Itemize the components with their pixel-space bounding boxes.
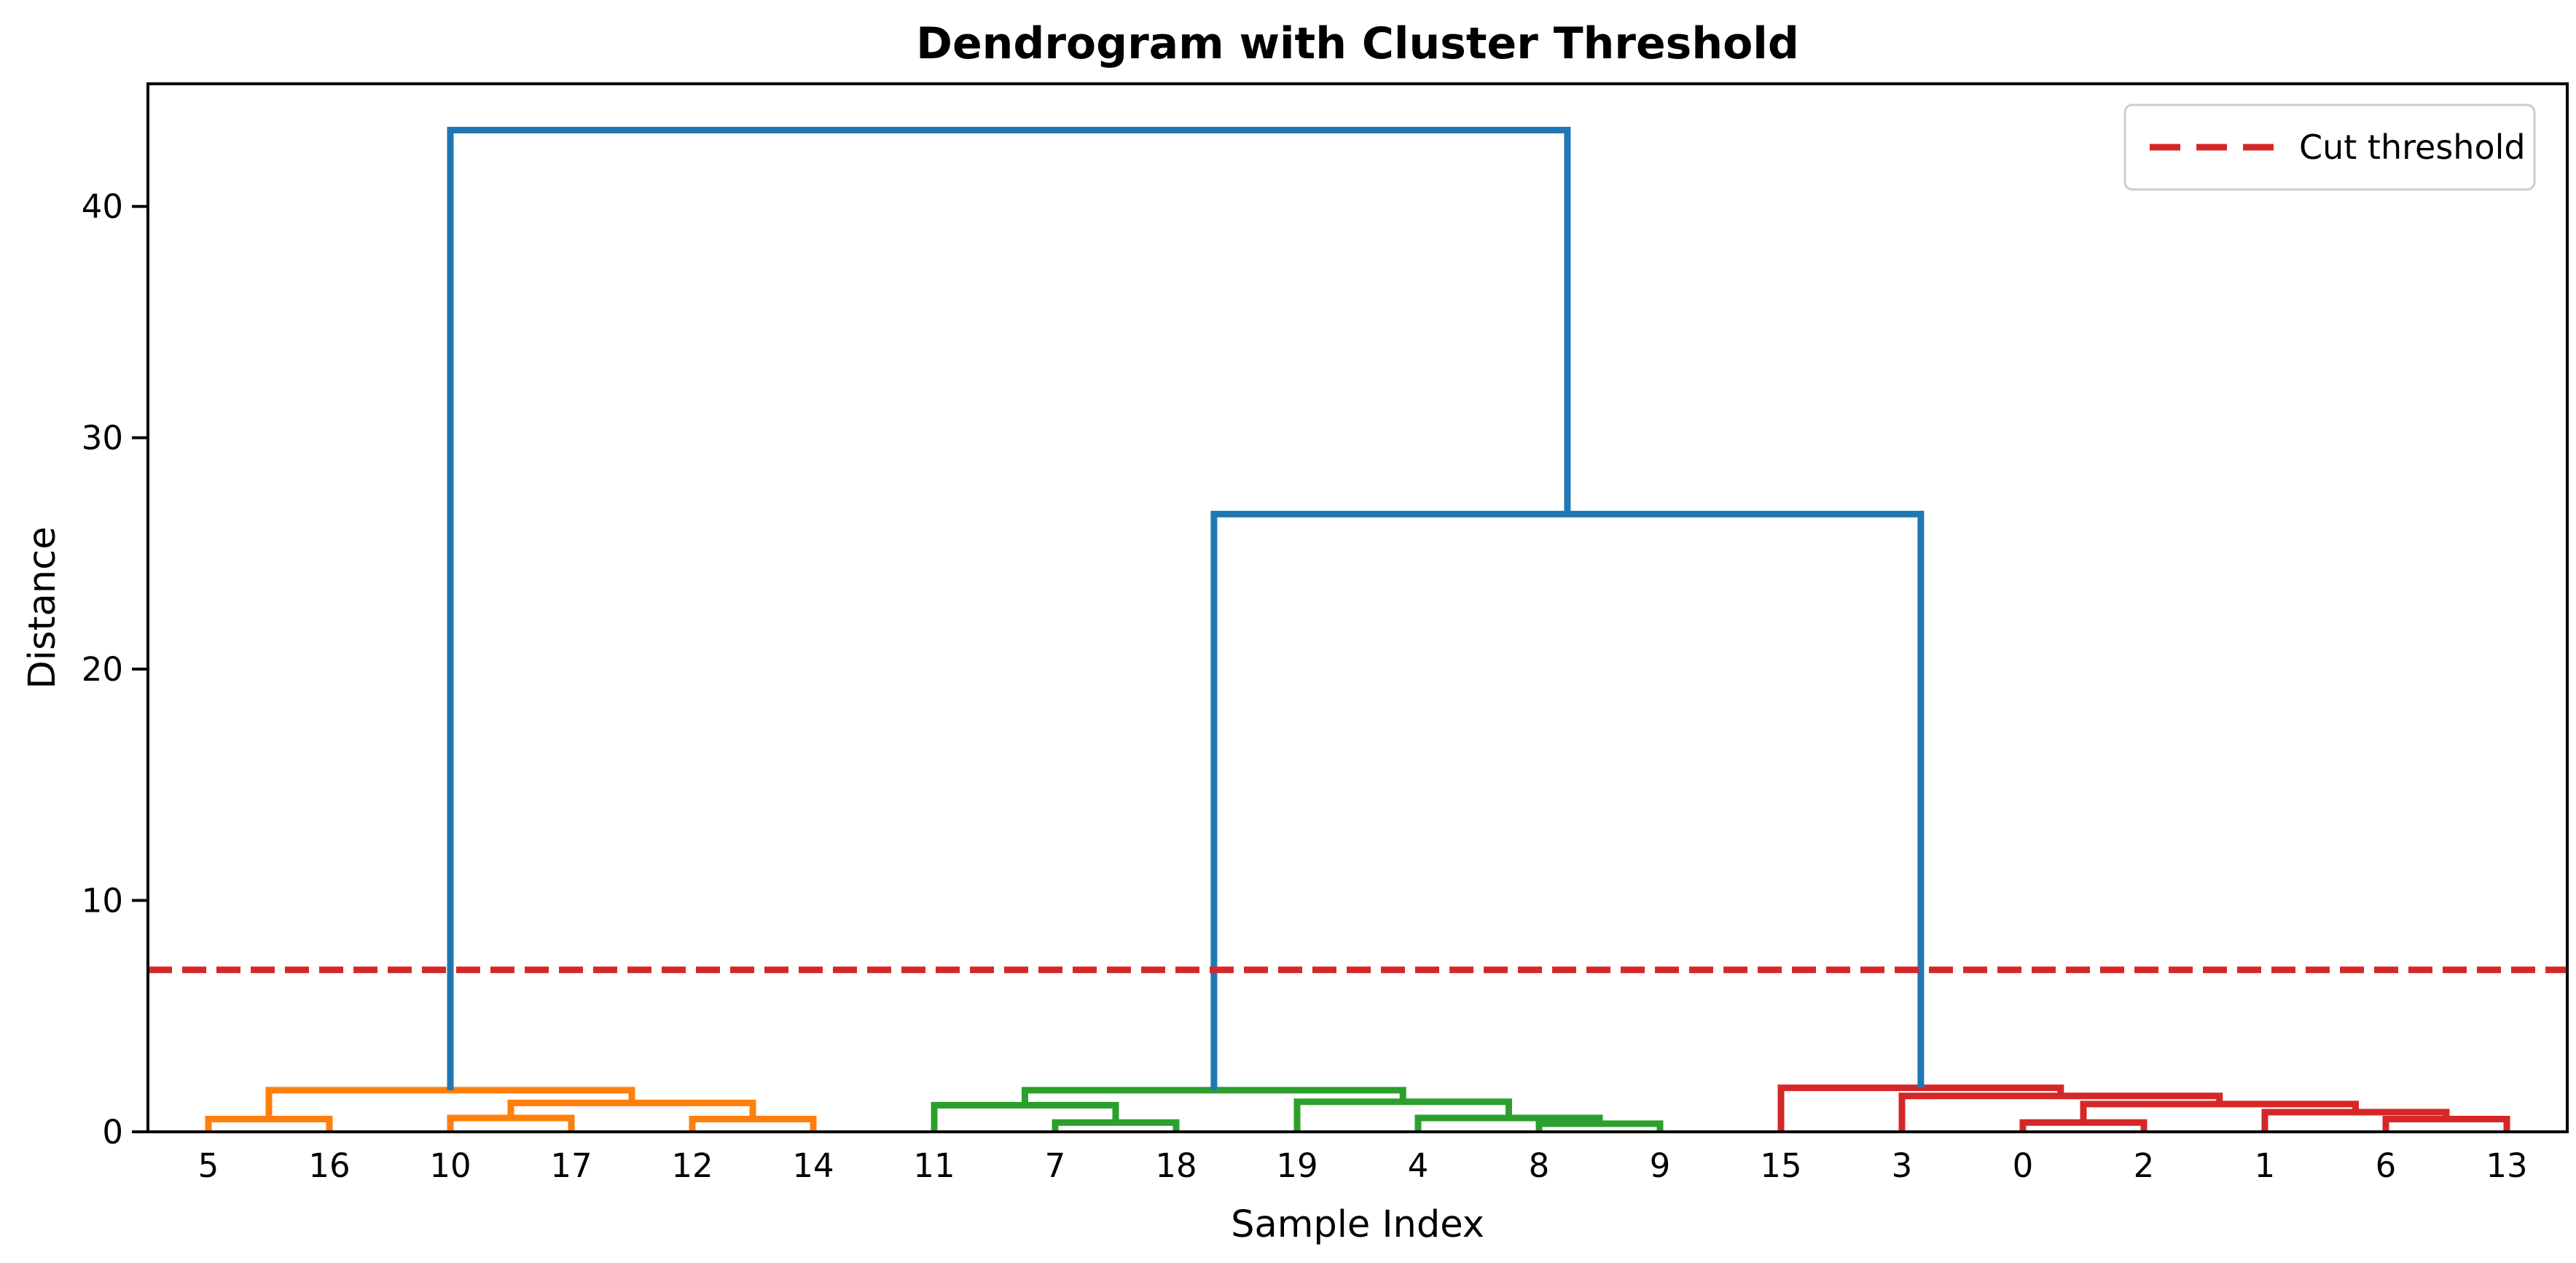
dendrogram-link xyxy=(447,126,1571,1090)
dendrogram-link xyxy=(1898,1092,2223,1132)
x-tick-label: 18 xyxy=(1155,1146,1197,1185)
x-tick-label: 12 xyxy=(671,1146,713,1185)
legend: Cut threshold xyxy=(2123,103,2536,191)
dendrogram-link xyxy=(2080,1100,2359,1123)
y-tick-label: 40 xyxy=(82,187,123,226)
y-tick-label: 30 xyxy=(82,419,123,458)
chart-title: Dendrogram with Cluster Threshold xyxy=(916,18,1799,69)
x-tick-label: 17 xyxy=(550,1146,592,1185)
x-tick-label: 10 xyxy=(429,1146,471,1185)
dendrogram-link xyxy=(205,1116,333,1132)
x-axis-ticks: 5 16 10 17 12 14 11 7 18 19 4 8 9 15 3 0 2 1 6 13 xyxy=(198,1146,2528,1185)
x-tick-label: 7 xyxy=(1045,1146,1066,1185)
dendrogram-links xyxy=(205,126,2510,1132)
dendrogram-link xyxy=(1210,510,1925,1090)
dendrogram-link xyxy=(447,1114,575,1132)
x-tick-label: 14 xyxy=(792,1146,834,1185)
y-axis-ticks: 0 10 20 30 40 xyxy=(82,187,148,1151)
y-axis-label: Distance xyxy=(21,526,64,689)
x-axis-label: Sample Index xyxy=(1231,1203,1484,1246)
x-tick-label: 15 xyxy=(1760,1146,1801,1185)
legend-label: Cut threshold xyxy=(2299,128,2526,167)
dendrogram-link xyxy=(2261,1108,2450,1132)
dendrogram-link xyxy=(2382,1116,2510,1132)
x-tick-label: 1 xyxy=(2255,1146,2276,1185)
x-tick-label: 4 xyxy=(1408,1146,1429,1185)
y-tick-label: 10 xyxy=(82,882,123,920)
dendrogram-link xyxy=(689,1116,817,1132)
y-tick-label: 20 xyxy=(82,650,123,689)
x-tick-label: 16 xyxy=(308,1146,350,1185)
x-tick-label: 11 xyxy=(913,1146,955,1185)
x-tick-label: 8 xyxy=(1529,1146,1550,1185)
x-tick-label: 19 xyxy=(1276,1146,1318,1185)
plot-border xyxy=(146,82,2569,1133)
x-tick-label: 6 xyxy=(2376,1146,2397,1185)
x-tick-label: 9 xyxy=(1650,1146,1671,1185)
x-tick-label: 13 xyxy=(2486,1146,2527,1185)
x-tick-label: 5 xyxy=(198,1146,219,1185)
y-tick-label: 0 xyxy=(102,1113,123,1151)
dendrogram-link xyxy=(931,1101,1119,1132)
x-tick-label: 0 xyxy=(2013,1146,2034,1185)
legend-box xyxy=(2123,103,2536,191)
dendrogram-link xyxy=(1535,1120,1664,1132)
x-tick-label: 2 xyxy=(2134,1146,2155,1185)
dendrogram-link xyxy=(1777,1084,2064,1132)
x-tick-label: 3 xyxy=(1892,1146,1913,1185)
